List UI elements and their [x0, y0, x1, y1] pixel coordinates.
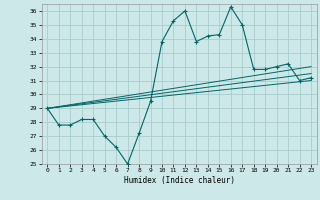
- X-axis label: Humidex (Indice chaleur): Humidex (Indice chaleur): [124, 176, 235, 185]
